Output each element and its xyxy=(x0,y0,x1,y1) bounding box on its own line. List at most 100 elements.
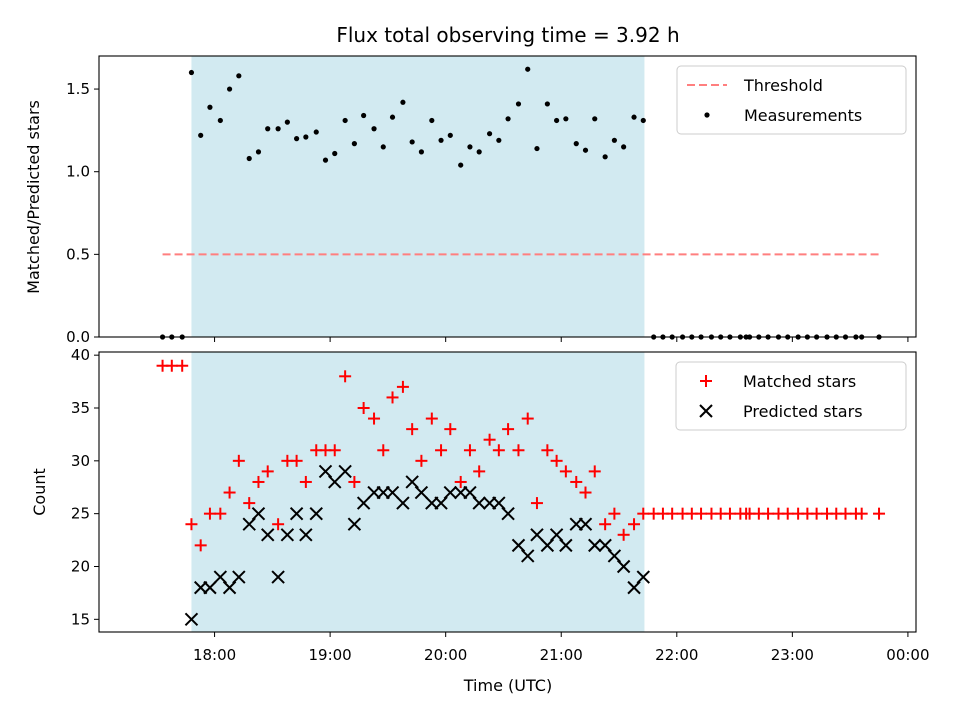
ratio-panel-series-measurements-point-13 xyxy=(284,119,290,125)
count-panel-series-predicted-stars-point-13-stroke-b xyxy=(309,506,323,521)
ratio-panel-series-measurements-point-20 xyxy=(351,141,357,147)
count-panel-frame xyxy=(98,351,917,633)
count-panel-series-predicted-stars-point-42-stroke-b xyxy=(588,538,602,553)
count-panel-series-predicted-stars-point-15 xyxy=(328,475,342,489)
count-panel-legend: Matched stars Predicted stars xyxy=(675,361,907,431)
ratio-panel-series-measurements-point-47 xyxy=(611,137,617,143)
count-panel-series-predicted-stars-point-47-stroke-b xyxy=(636,570,650,584)
count-panel-series-predicted-stars-point-42 xyxy=(588,538,602,553)
count-panel-series-predicted-stars-point-22-stroke-b xyxy=(396,496,410,510)
count-panel-series-predicted-stars-point-36 xyxy=(530,528,544,542)
ratio-panel-legend-box xyxy=(676,65,907,135)
count-panel-series-matched-stars-point-25 xyxy=(396,380,409,393)
count-panel-y-tick-label-0: 15 xyxy=(71,610,90,628)
count-panel-series-predicted-stars-point-18 xyxy=(356,496,371,510)
count-panel-series-matched-stars-point-66 xyxy=(781,507,794,520)
ratio-panel-series-measurements-point-23 xyxy=(380,144,386,150)
ratio-panel-series-measurements-point-9 xyxy=(246,155,252,162)
x-tick-label-4: 22:00 xyxy=(655,646,698,664)
count-panel-points xyxy=(156,359,886,627)
ratio-panel-series-measurements-point-35 xyxy=(496,137,502,143)
count-panel-series-predicted-stars-point-11 xyxy=(289,506,304,521)
count-panel-series-matched-stars-point-30 xyxy=(444,423,457,436)
count-panel-legend-predicted-stars-label: Predicted stars xyxy=(743,402,863,421)
count-panel-series-matched-stars-point-8 xyxy=(232,454,245,467)
count-panel-series-matched-stars-point-19 xyxy=(339,370,352,383)
ratio-panel-series-measurements-point-16 xyxy=(313,129,319,135)
count-panel-series-matched-stars-point-33 xyxy=(473,465,486,478)
count-panel-series-predicted-stars-point-9 xyxy=(271,570,285,584)
count-panel-series-matched-stars-point-7 xyxy=(223,486,236,499)
ratio-panel-series-measurements-point-7 xyxy=(226,86,233,92)
count-panel-series-predicted-stars-point-22 xyxy=(396,496,410,510)
count-panel-series-matched-stars-point-2 xyxy=(176,359,189,372)
ratio-panel-series-measurements-point-21 xyxy=(361,112,367,119)
count-panel-series-matched-stars-point-42 xyxy=(559,465,572,478)
count-panel-shaded-band xyxy=(191,352,645,632)
count-panel-axes: 15 20 25 30 35 40 18:00 19:00 20:00 21:00 22:00 23:… xyxy=(71,346,930,664)
count-panel-series-predicted-stars-point-38-stroke-b xyxy=(549,528,564,542)
ratio-panel-series-measurements-point-12 xyxy=(275,126,281,132)
count-panel-series-predicted-stars-point-33 xyxy=(501,506,515,521)
count-panel-series-predicted-stars-point-24-stroke-b xyxy=(414,485,429,500)
ratio-panel-shaded-band xyxy=(191,56,645,337)
count-panel-series-matched-stars-point-21 xyxy=(357,402,370,414)
count-panel-series-predicted-stars-point-17-stroke-b xyxy=(347,517,362,531)
count-panel-series-matched-stars-point-4 xyxy=(194,539,207,552)
count-panel-series-predicted-stars-point-12 xyxy=(299,528,313,542)
count-panel-series-matched-stars-point-1 xyxy=(165,359,178,372)
count-panel-series-matched-stars-point-64 xyxy=(762,507,775,520)
count-panel-series-matched-stars-point-59 xyxy=(723,507,736,520)
ratio-panel-series-measurements-point-49 xyxy=(631,114,637,120)
count-panel-legend-matched-stars-swatch xyxy=(700,375,712,387)
count-panel-series-matched-stars-point-39 xyxy=(530,497,543,510)
count-panel-legend-predicted-stars-swatch-stroke-b xyxy=(699,404,713,418)
ratio-panel-series-measurements-point-31 xyxy=(458,162,464,168)
ratio-panel-series-measurements-point-46 xyxy=(602,154,608,160)
count-panel-series-matched-stars-point-47 xyxy=(608,507,621,520)
count-panel-series-predicted-stars-point-21 xyxy=(385,485,400,500)
count-panel-series-matched-stars-point-15 xyxy=(299,475,312,488)
ratio-panel-series-measurements-point-48 xyxy=(621,144,627,150)
ratio-panel-series-measurements-point-19 xyxy=(342,117,348,124)
count-panel-series-matched-stars-point-3 xyxy=(185,518,198,531)
ratio-panel-series-measurements-point-11 xyxy=(265,126,271,132)
ratio-panel-series-measurements-point-40 xyxy=(544,101,550,107)
ratio-panel-series-measurements-point-27 xyxy=(418,149,425,155)
count-panel-series-matched-stars-point-14 xyxy=(290,454,303,467)
count-panel-series-matched-stars-point-10 xyxy=(252,475,265,488)
ratio-panel-series-measurements-point-8 xyxy=(236,73,242,79)
count-panel-y-tick-label-1: 20 xyxy=(71,557,90,575)
count-panel-series-matched-stars-point-11 xyxy=(261,465,274,478)
count-panel-series-predicted-stars-point-34-stroke-b xyxy=(511,538,526,553)
count-panel-series-matched-stars-point-75 xyxy=(873,507,886,520)
ratio-panel-series-measurements-point-34 xyxy=(486,131,493,137)
count-panel-series-predicted-stars-point-15-stroke-b xyxy=(328,475,342,489)
count-panel-series-matched-stars-point-31 xyxy=(454,475,467,488)
ratio-panel-series-measurements-point-36 xyxy=(505,116,511,122)
count-panel-series-matched-stars-point-46 xyxy=(599,518,612,531)
count-panel-series-predicted-stars-point-16 xyxy=(338,464,352,479)
count-panel-series-predicted-stars-point-18-stroke-b xyxy=(356,496,371,510)
count-panel-series-predicted-stars-point-16-stroke-b xyxy=(338,464,352,479)
ratio-panel-series-measurements-point-50 xyxy=(640,117,646,124)
count-panel-series-matched-stars-point-69 xyxy=(810,507,823,520)
count-panel-series-matched-stars-point-48 xyxy=(617,528,630,541)
ratio-panel-series-measurements-point-6 xyxy=(217,117,223,124)
ratio-panel-y-tick-label-1: 0.5 xyxy=(66,245,90,263)
ratio-panel-series-measurements-point-37 xyxy=(515,101,522,107)
ratio-panel-series-measurements-point-42 xyxy=(563,116,569,122)
ratio-panel-y-tick-label-3: 1.5 xyxy=(66,80,90,98)
ratio-panel: 0.0 0.5 1.0 1.5 Matched/Predicted stars Thr… xyxy=(24,55,917,346)
count-panel-series-predicted-stars-point-43-stroke-b xyxy=(598,538,612,553)
ratio-panel-series-measurements-point-22 xyxy=(371,126,377,132)
ratio-panel-series-measurements-point-3 xyxy=(188,69,195,76)
ratio-panel-observing-interval xyxy=(191,56,645,337)
count-panel-series-predicted-stars-point-7 xyxy=(251,506,266,521)
count-panel-y-tick-label-3: 30 xyxy=(71,452,90,470)
ratio-panel-series-measurements-point-10 xyxy=(255,149,262,155)
ratio-panel-series-measurements-point-32 xyxy=(467,144,473,150)
x-tick-label-1: 19:00 xyxy=(309,646,352,664)
ratio-panel-series-measurements-point-33 xyxy=(476,149,482,155)
count-panel-series-predicted-stars-point-32-stroke-b xyxy=(492,496,506,510)
